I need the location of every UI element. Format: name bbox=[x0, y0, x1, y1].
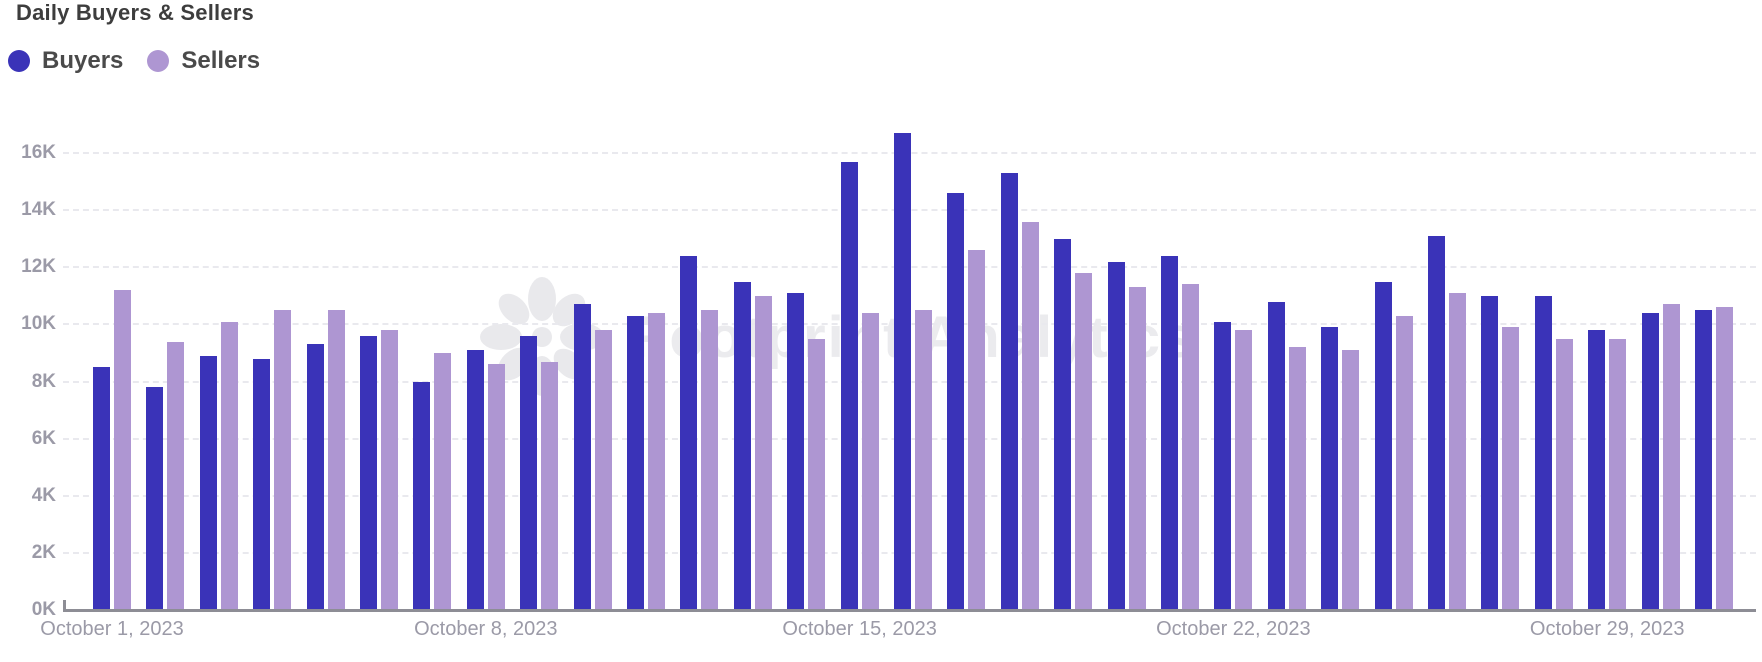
bar-sellers-day25[interactable] bbox=[1395, 315, 1413, 610]
bar-buyers-day21[interactable] bbox=[1161, 255, 1178, 610]
bar-buyers-day24[interactable] bbox=[1321, 327, 1339, 610]
bar-buyers-day23[interactable] bbox=[1267, 301, 1285, 610]
legend-label-buyers: Buyers bbox=[42, 47, 124, 74]
bar-sellers-day10[interactable] bbox=[594, 330, 612, 610]
bar-sellers-day21[interactable] bbox=[1182, 284, 1199, 610]
bar-buyers-day26[interactable] bbox=[1428, 235, 1445, 610]
bar-sellers-day18[interactable] bbox=[1021, 221, 1039, 610]
bar-buyers-day7[interactable] bbox=[413, 381, 431, 610]
x-tick-label: October 29, 2023 bbox=[1529, 618, 1685, 640]
bar-sellers-day27[interactable] bbox=[1502, 327, 1520, 610]
legend-item-sellers[interactable]: Sellers bbox=[147, 47, 260, 75]
bar-sellers-day28[interactable] bbox=[1555, 338, 1573, 610]
legend: Buyers Sellers bbox=[8, 47, 260, 75]
x-tick-label: October 15, 2023 bbox=[782, 618, 937, 640]
bar-buyers-day16[interactable] bbox=[894, 133, 911, 610]
bar-buyers-day31[interactable] bbox=[1695, 310, 1712, 610]
bar-buyers-day20[interactable] bbox=[1107, 261, 1125, 610]
legend-item-buyers[interactable]: Buyers bbox=[8, 47, 123, 75]
bar-sellers-day15[interactable] bbox=[861, 312, 879, 610]
y-tick-label: 16K bbox=[21, 142, 56, 164]
bar-sellers-day22[interactable] bbox=[1235, 330, 1253, 610]
bar-sellers-day31[interactable] bbox=[1716, 307, 1733, 610]
bar-sellers-day14[interactable] bbox=[808, 338, 826, 610]
bar-sellers-day2[interactable] bbox=[167, 341, 185, 610]
x-tick-label: October 1, 2023 bbox=[40, 618, 184, 640]
bar-buyers-day17[interactable] bbox=[947, 193, 965, 610]
bar-buyers-day14[interactable] bbox=[787, 292, 805, 610]
chart-title: Daily Buyers & Sellers bbox=[16, 0, 254, 25]
bar-sellers-day30[interactable] bbox=[1662, 304, 1680, 610]
bar-sellers-day29[interactable] bbox=[1609, 338, 1627, 610]
bar-buyers-day13[interactable] bbox=[733, 281, 751, 610]
y-tick-label: 0K bbox=[31, 599, 56, 620]
bar-buyers-day29[interactable] bbox=[1588, 330, 1606, 610]
bar-sellers-day23[interactable] bbox=[1288, 347, 1306, 610]
bar-sellers-day13[interactable] bbox=[754, 295, 772, 610]
bar-buyers-day4[interactable] bbox=[253, 358, 271, 610]
bar-buyers-day12[interactable] bbox=[680, 255, 698, 610]
bar-sellers-day19[interactable] bbox=[1075, 272, 1093, 610]
buyers-color-dot-icon bbox=[8, 50, 30, 72]
bar-buyers-day11[interactable] bbox=[627, 315, 644, 610]
bar-buyers-day6[interactable] bbox=[360, 335, 377, 610]
y-tick-label: 6K bbox=[31, 427, 56, 449]
bar-buyers-day18[interactable] bbox=[1000, 173, 1018, 610]
bar-sellers-day17[interactable] bbox=[968, 250, 986, 610]
bar-buyers-day2[interactable] bbox=[146, 387, 164, 610]
y-tick-label: 10K bbox=[21, 313, 56, 335]
bar-sellers-day12[interactable] bbox=[701, 310, 719, 610]
bar-buyers-day15[interactable] bbox=[840, 161, 858, 610]
bar-buyers-day30[interactable] bbox=[1641, 312, 1659, 610]
bar-sellers-day9[interactable] bbox=[541, 361, 559, 610]
bar-sellers-day11[interactable] bbox=[648, 312, 665, 610]
bar-sellers-day26[interactable] bbox=[1449, 292, 1466, 610]
y-tick-label: 4K bbox=[31, 484, 56, 506]
bar-buyers-day1[interactable] bbox=[93, 367, 110, 610]
bar-sellers-day5[interactable] bbox=[327, 310, 345, 610]
legend-label-sellers: Sellers bbox=[181, 47, 261, 74]
sellers-color-dot-icon bbox=[147, 50, 170, 72]
bar-sellers-day24[interactable] bbox=[1342, 350, 1360, 610]
x-axis-line bbox=[63, 609, 1756, 612]
y-tick-label: 14K bbox=[21, 199, 56, 221]
x-tick-label: October 22, 2023 bbox=[1156, 618, 1311, 640]
bar-buyers-day19[interactable] bbox=[1054, 238, 1072, 610]
bar-buyers-day27[interactable] bbox=[1481, 295, 1499, 610]
bar-buyers-day5[interactable] bbox=[306, 344, 324, 610]
x-tick-label: October 8, 2023 bbox=[414, 618, 558, 640]
bar-sellers-day3[interactable] bbox=[220, 321, 238, 610]
bar-sellers-day16[interactable] bbox=[915, 310, 932, 610]
x-axis-left-tick bbox=[63, 600, 66, 609]
bar-buyers-day9[interactable] bbox=[520, 335, 538, 610]
bar-sellers-day8[interactable] bbox=[487, 364, 505, 610]
bar-sellers-day7[interactable] bbox=[434, 352, 452, 610]
bar-sellers-day20[interactable] bbox=[1128, 287, 1146, 610]
y-tick-label: 2K bbox=[31, 541, 56, 563]
bar-buyers-day8[interactable] bbox=[466, 350, 484, 610]
bar-buyers-day28[interactable] bbox=[1534, 295, 1552, 610]
bar-sellers-day4[interactable] bbox=[274, 310, 292, 610]
bar-buyers-day3[interactable] bbox=[199, 355, 217, 610]
bar-sellers-day1[interactable] bbox=[114, 290, 131, 610]
y-tick-label: 8K bbox=[31, 370, 56, 392]
y-tick-label: 12K bbox=[21, 256, 56, 278]
bar-buyers-day22[interactable] bbox=[1214, 321, 1232, 610]
bar-buyers-day25[interactable] bbox=[1374, 281, 1392, 610]
bar-sellers-day6[interactable] bbox=[381, 330, 398, 610]
bar-buyers-day10[interactable] bbox=[573, 304, 591, 610]
